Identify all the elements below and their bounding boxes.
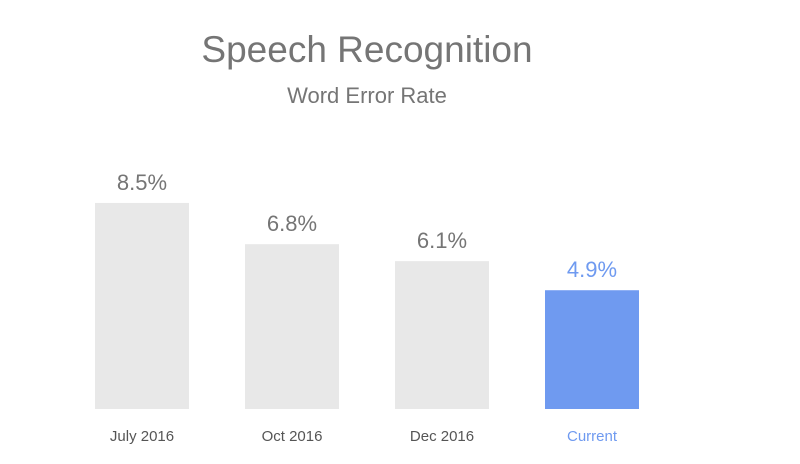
value-label: 8.5% [117,170,167,195]
bar [95,202,189,409]
chart-subtitle: Word Error Rate [287,83,447,108]
x-tick-label: Oct 2016 [262,428,323,445]
x-tick-label: Dec 2016 [410,428,474,445]
bar [245,244,339,409]
value-label: 4.9% [567,257,617,282]
x-tick-label: Current [567,428,618,445]
bar [545,290,639,409]
chart-title: Speech Recognition [201,29,532,70]
x-tick-label: July 2016 [110,428,174,445]
value-label: 6.1% [417,228,467,253]
bar [395,261,489,409]
value-label: 6.8% [267,211,317,236]
